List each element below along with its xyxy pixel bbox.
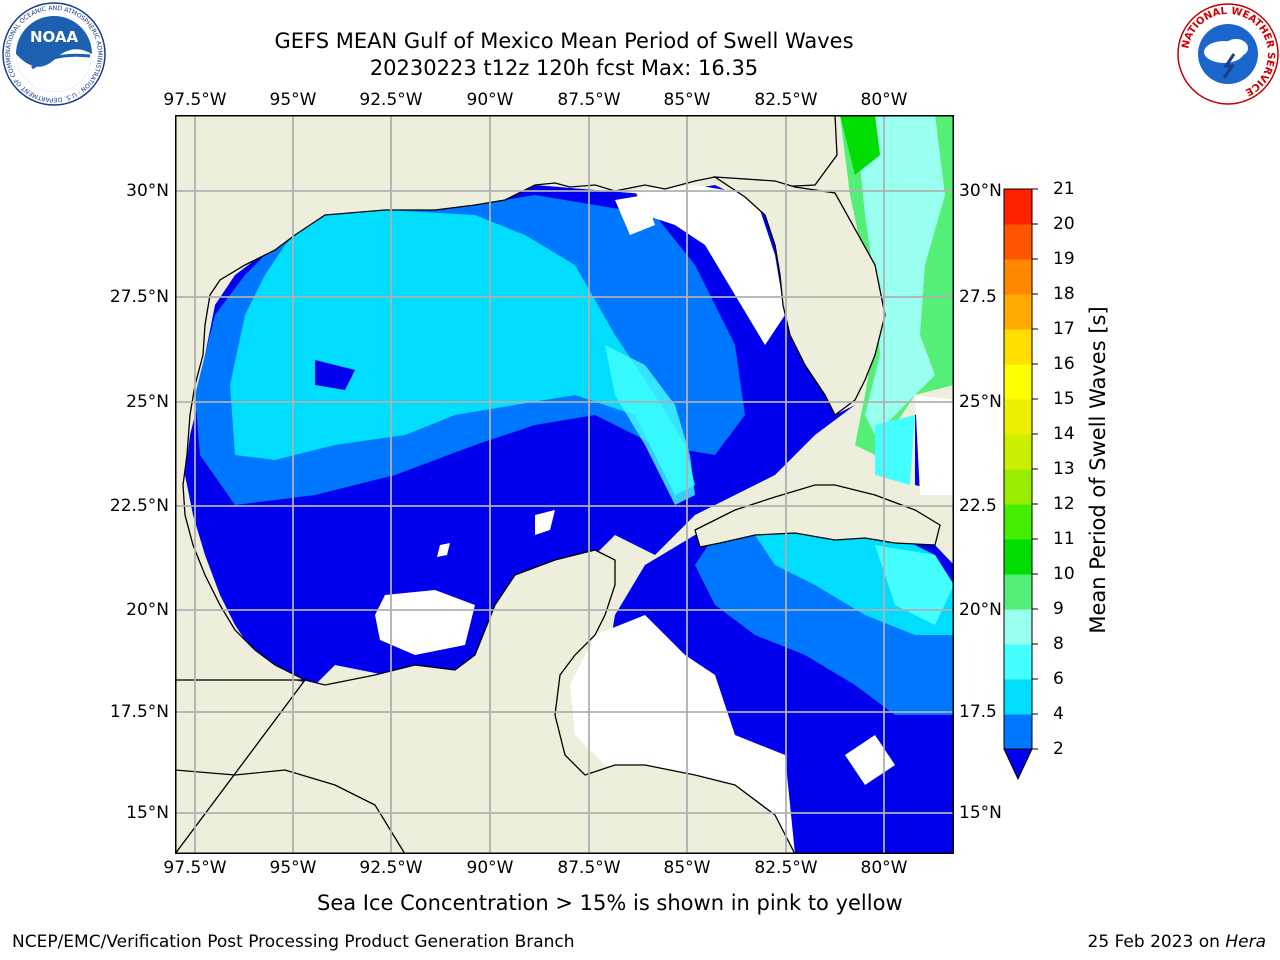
lon-tick-bottom: 80°W (860, 858, 908, 878)
colorbar-tick-label: 14 (1053, 424, 1075, 444)
lon-tick-bottom: 82.5°W (754, 858, 818, 878)
colorbar-label: Mean Period of Swell Waves [s] (1086, 306, 1110, 634)
colorbar-segment (1004, 469, 1032, 505)
lat-tick-left: 25°N (126, 392, 169, 412)
lat-tick-left: 17.5°N (109, 702, 169, 722)
map-subtitle: 20230223 t12z 120h fcst Max: 16.35 (369, 56, 759, 80)
lat-tick-right: 20°N (959, 600, 1002, 620)
lat-tick-left: 27.5°N (109, 287, 169, 307)
colorbar-tick-label: 9 (1053, 599, 1064, 619)
colorbar-tick-label: 15 (1053, 389, 1075, 409)
colorbar-tick-label: 8 (1053, 634, 1064, 654)
colorbar-tick-label: 4 (1053, 704, 1064, 724)
footer-date: 25 Feb 2023 on Hera (1088, 932, 1266, 952)
colorbar-tick-label: 6 (1053, 669, 1064, 689)
colorbar-segment (1004, 329, 1032, 365)
colorbar-tick-label: 11 (1053, 529, 1075, 549)
colorbar-segment (1004, 434, 1032, 470)
lat-tick-right: 17.5 (959, 702, 997, 722)
nws-logo: NATIONAL WEATHER SERVICE (1177, 3, 1279, 105)
map-panel (175, 115, 954, 854)
colorbar-segment (1004, 539, 1032, 575)
lat-tick-right: 27.5 (959, 287, 997, 307)
colorbar (1003, 188, 1038, 781)
colorbar-tick-label: 17 (1053, 319, 1075, 339)
sea-ice-note: Sea Ice Concentration > 15% is shown in … (317, 891, 903, 915)
colorbar-segment (1004, 504, 1032, 540)
colorbar-tick-label: 12 (1053, 494, 1075, 514)
colorbar-segment (1004, 574, 1032, 610)
lon-tick-top: 90°W (466, 90, 514, 110)
colorbar-underflow-triangle (1003, 748, 1033, 781)
lon-tick-bottom: 97.5°W (163, 858, 227, 878)
lon-tick-bottom: 95°W (269, 858, 317, 878)
lat-tick-right: 22.5 (959, 496, 997, 516)
lon-tick-top: 82.5°W (754, 90, 818, 110)
colorbar-segment (1004, 259, 1032, 295)
graticule (175, 115, 954, 854)
lon-tick-bottom: 87.5°W (557, 858, 621, 878)
colorbar-tick-label: 20 (1053, 214, 1075, 234)
lon-tick-bottom: 85°W (663, 858, 711, 878)
map-frame (175, 115, 954, 854)
colorbar-tick-label: 19 (1053, 249, 1075, 269)
lat-tick-left: 20°N (126, 600, 169, 620)
colorbar-segment (1004, 679, 1032, 715)
colorbar-segment (1004, 364, 1032, 400)
colorbar-segment (1004, 294, 1032, 330)
lat-tick-left: 15°N (126, 803, 169, 823)
colorbar-segment (1004, 399, 1032, 435)
lat-tick-right: 15°N (959, 803, 1002, 823)
lon-tick-top: 85°W (663, 90, 711, 110)
lon-tick-top: 80°W (860, 90, 908, 110)
lon-tick-top: 87.5°W (557, 90, 621, 110)
land-polygons (175, 115, 954, 854)
lat-tick-left: 30°N (126, 181, 169, 201)
lon-tick-top: 92.5°W (359, 90, 423, 110)
colorbar-segments (1004, 189, 1032, 750)
noaa-logo: NATIONAL OCEANIC AND ATMOSPHERIC ADMINIS… (2, 2, 106, 106)
footer-host: Hera (1225, 932, 1266, 952)
map-title: GEFS MEAN Gulf of Mexico Mean Period of … (274, 29, 854, 53)
lat-tick-right: 30°N (959, 181, 1002, 201)
colorbar-segment (1004, 224, 1032, 260)
footer-credit: NCEP/EMC/Verification Post Processing Pr… (12, 932, 575, 952)
footer-date-text: 25 Feb 2023 on (1087, 932, 1226, 952)
colorbar-segment (1004, 644, 1032, 680)
colorbar-tick-label: 16 (1053, 354, 1075, 374)
colorbar-segment (1004, 714, 1032, 750)
colorbar-segment (1004, 189, 1032, 225)
svg-text:NOAA: NOAA (30, 28, 79, 46)
colorbar-tick-label: 2 (1053, 739, 1064, 759)
lon-tick-bottom: 90°W (466, 858, 514, 878)
lat-tick-left: 22.5°N (109, 496, 169, 516)
colorbar-tick-label: 10 (1053, 564, 1075, 584)
colorbar-tick-marks (1032, 188, 1038, 750)
colorbar-tick-label: 18 (1053, 284, 1075, 304)
colorbar-segment (1004, 609, 1032, 645)
lon-tick-top: 95°W (269, 90, 317, 110)
lat-tick-right: 25°N (959, 392, 1002, 412)
colorbar-tick-label: 21 (1053, 179, 1075, 199)
lon-tick-bottom: 92.5°W (359, 858, 423, 878)
lon-tick-top: 97.5°W (163, 90, 227, 110)
colorbar-tick-label: 13 (1053, 459, 1075, 479)
